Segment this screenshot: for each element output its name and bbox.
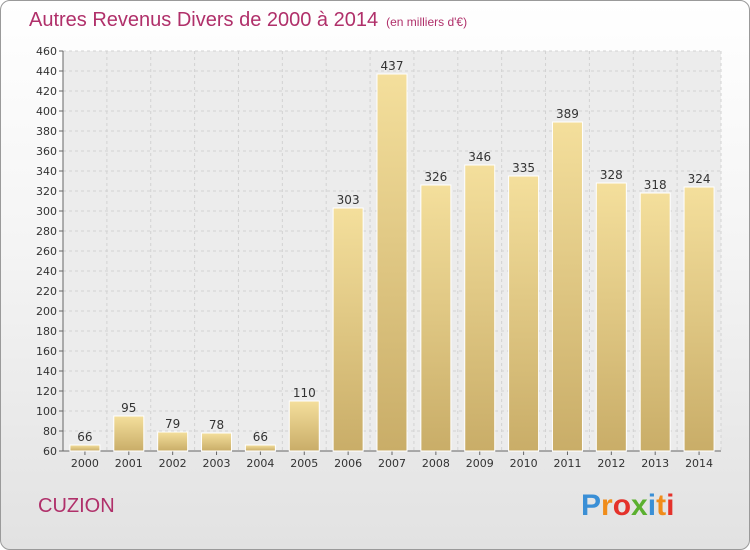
y-tick-label: 280 bbox=[36, 225, 57, 238]
y-tick-label: 360 bbox=[36, 145, 57, 158]
x-tick-label-2011: 2011 bbox=[553, 457, 581, 470]
x-tick-label-2007: 2007 bbox=[378, 457, 406, 470]
bar-2003 bbox=[201, 432, 233, 452]
axes: 60 80 100 120 140 160 180 200 220 240 260 280 300 320… bbox=[36, 45, 721, 470]
y-tick-label: 300 bbox=[36, 205, 57, 218]
y-tick-label: 420 bbox=[36, 85, 57, 98]
y-tick-label: 80 bbox=[43, 425, 57, 438]
value-label-2002: 79 bbox=[165, 417, 180, 431]
logo-letter: P bbox=[581, 489, 602, 522]
y-tick-label: 460 bbox=[36, 45, 57, 58]
y-tick-label: 120 bbox=[36, 385, 57, 398]
bar-2004 bbox=[244, 444, 276, 452]
bar-2000 bbox=[69, 444, 101, 452]
x-tick-label-2001: 2001 bbox=[115, 457, 143, 470]
value-label-2003: 78 bbox=[209, 418, 224, 432]
bar-2006 bbox=[332, 207, 364, 452]
x-tick-label-2006: 2006 bbox=[334, 457, 362, 470]
y-tick-label: 220 bbox=[36, 285, 57, 298]
bar-2008 bbox=[420, 184, 452, 452]
value-label-2006: 303 bbox=[337, 193, 360, 207]
value-label-2012: 328 bbox=[600, 168, 623, 182]
chart-subtitle: (en milliers d'€) bbox=[386, 15, 468, 29]
logo-letter: r bbox=[601, 489, 613, 522]
y-tick-label: 400 bbox=[36, 105, 57, 118]
y-tick-label: 240 bbox=[36, 265, 57, 278]
bars bbox=[69, 73, 715, 452]
y-tick-label: 260 bbox=[36, 245, 57, 258]
value-label-2005: 110 bbox=[293, 386, 316, 400]
value-label-2011: 389 bbox=[556, 107, 579, 121]
bar-2009 bbox=[464, 164, 496, 452]
y-tick-label: 140 bbox=[36, 365, 57, 378]
x-tick-label-2014: 2014 bbox=[685, 457, 713, 470]
logo-letter: t bbox=[656, 489, 667, 522]
value-label-2014: 324 bbox=[688, 172, 711, 186]
x-tick-label-2003: 2003 bbox=[203, 457, 231, 470]
value-label-2004: 66 bbox=[253, 430, 268, 444]
logo-letter: o bbox=[612, 489, 632, 522]
y-tick-label: 340 bbox=[36, 165, 57, 178]
y-tick-label: 60 bbox=[43, 445, 57, 458]
y-tick-label: 320 bbox=[36, 185, 57, 198]
bar-2012 bbox=[595, 182, 627, 452]
logo-letter: x bbox=[631, 489, 648, 522]
x-tick-label-2008: 2008 bbox=[422, 457, 450, 470]
x-tick-label-2013: 2013 bbox=[641, 457, 669, 470]
y-tick-label: 380 bbox=[36, 125, 57, 138]
chart-title-text: Autres Revenus Divers de 2000 à 2014 bbox=[29, 9, 379, 31]
logo-letter: i bbox=[647, 489, 657, 522]
value-label-2008: 326 bbox=[424, 170, 447, 184]
x-tick-label-2009: 2009 bbox=[466, 457, 494, 470]
x-tick-label-2012: 2012 bbox=[597, 457, 625, 470]
bar-2013 bbox=[639, 192, 671, 452]
labels: 66 95 79 78 66 110 303 437 326 346 335 389 328 318 324 bbox=[77, 59, 710, 444]
y-tick-label: 180 bbox=[36, 325, 57, 338]
bar-2002 bbox=[157, 431, 189, 452]
value-label-2013: 318 bbox=[644, 178, 667, 192]
bar-2014 bbox=[683, 186, 715, 452]
bar-2001 bbox=[113, 415, 145, 452]
x-tick-label-2005: 2005 bbox=[290, 457, 318, 470]
x-tick-label-2002: 2002 bbox=[159, 457, 187, 470]
x-tick-label-2000: 2000 bbox=[71, 457, 99, 470]
value-label-2010: 335 bbox=[512, 161, 535, 175]
y-tick-label: 160 bbox=[36, 345, 57, 358]
x-tick-label-2004: 2004 bbox=[246, 457, 274, 470]
place-name: CUZION bbox=[38, 495, 115, 517]
value-label-2009: 346 bbox=[468, 150, 491, 164]
value-label-2007: 437 bbox=[381, 59, 404, 73]
bar-2007 bbox=[376, 73, 408, 452]
logo-letter: i bbox=[666, 489, 675, 522]
y-tick-label: 200 bbox=[36, 305, 57, 318]
bar-2010 bbox=[508, 175, 540, 452]
y-tick-label: 440 bbox=[36, 65, 57, 78]
proxiti-logo: Proxiti bbox=[581, 489, 674, 523]
value-label-2001: 95 bbox=[121, 401, 136, 415]
bar-2011 bbox=[551, 121, 583, 452]
chart-title: Autres Revenus Divers de 2000 à 2014 (en … bbox=[29, 9, 467, 32]
bar-2005 bbox=[288, 400, 320, 452]
value-label-2000: 66 bbox=[77, 430, 92, 444]
x-tick-label-2010: 2010 bbox=[510, 457, 538, 470]
y-tick-label: 100 bbox=[36, 405, 57, 418]
